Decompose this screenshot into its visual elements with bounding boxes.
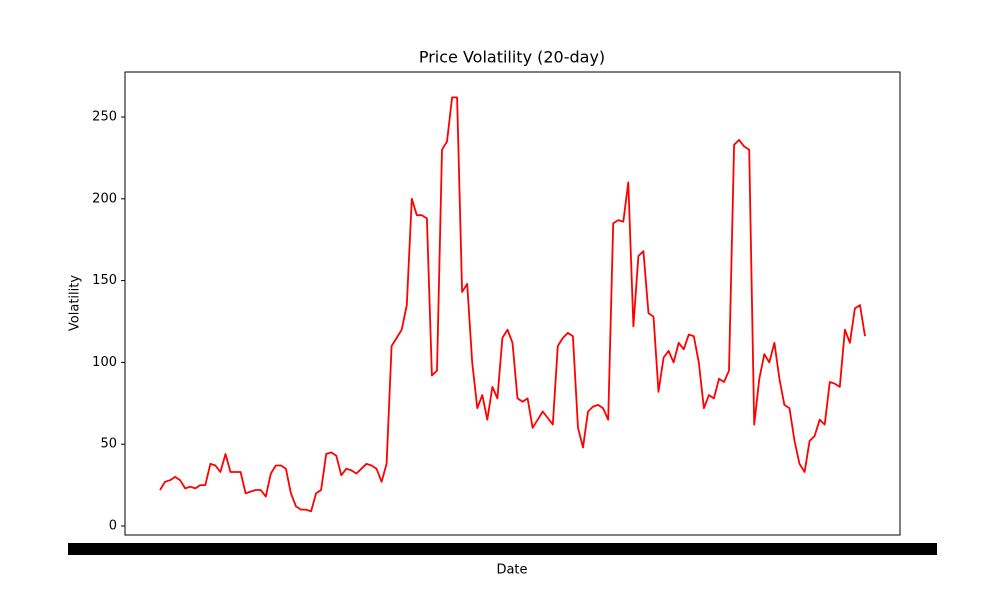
x-axis-label: Date (496, 563, 527, 578)
x-tick-labels-overlap (68, 543, 937, 555)
chart-title: Price Volatility (20-day) (419, 48, 605, 67)
y-tick-label: 50 (100, 437, 117, 452)
y-tick-label: 150 (92, 273, 117, 288)
y-axis-label: Volatility (68, 275, 83, 331)
y-tick-label: 200 (92, 191, 117, 206)
y-tick-label: 100 (92, 355, 117, 370)
plot-area (124, 71, 901, 536)
y-tick-label: 0 (109, 519, 117, 534)
line (159, 96, 866, 513)
y-tick-label: 250 (92, 109, 117, 124)
